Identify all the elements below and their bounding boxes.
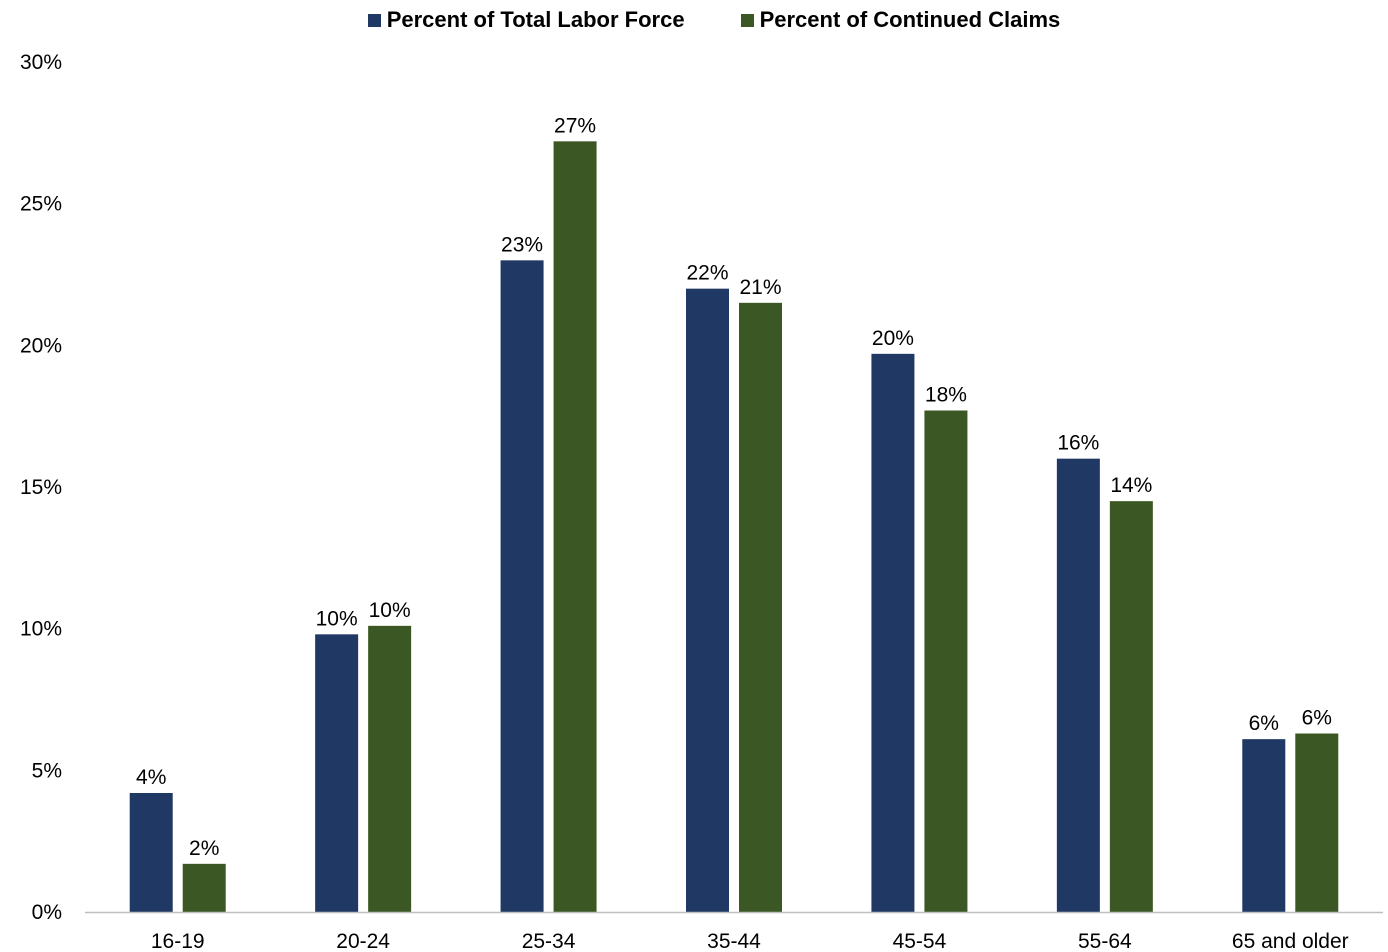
data-labels: 4% 2% 10% 10% 23% 27% 22% 21% 20% 18% 16% 14% 6% 6% <box>136 114 1332 860</box>
data-label: 16% <box>1057 432 1099 455</box>
bar-continued-claims <box>1109 501 1153 912</box>
x-tick-label: 35-44 <box>707 930 761 952</box>
data-label: 21% <box>739 276 781 299</box>
legend-item-labor-force: Percent of Total Labor Force <box>367 7 685 33</box>
y-tick-label: 25% <box>20 193 62 216</box>
legend-label-continued-claims: Percent of Continued Claims <box>759 7 1061 32</box>
data-label: 6% <box>1302 707 1332 730</box>
y-tick-label: 5% <box>32 759 62 782</box>
y-tick-label: 30% <box>20 51 62 74</box>
y-axis: 0% 5% 10% 15% 20% 25% 30% <box>20 51 62 924</box>
bar-continued-claims <box>182 863 226 912</box>
legend: Percent of Total Labor Force Percent of … <box>0 6 1388 34</box>
bar-continued-claims <box>553 141 597 913</box>
legend-swatch-continued-claims <box>740 13 754 27</box>
data-label: 20% <box>872 327 914 350</box>
bar-continued-claims <box>368 625 412 912</box>
data-label: 23% <box>501 233 543 256</box>
y-tick-label: 20% <box>20 334 62 357</box>
y-tick-label: 0% <box>32 901 62 924</box>
data-label: 14% <box>1110 474 1152 497</box>
bar-continued-claims <box>924 410 968 912</box>
legend-label-labor-force: Percent of Total Labor Force <box>386 7 685 32</box>
bar-labor-force <box>871 353 915 912</box>
data-label: 27% <box>554 114 596 137</box>
bar-continued-claims <box>739 302 782 912</box>
x-tick-label: 45-54 <box>893 930 947 952</box>
data-label: 6% <box>1249 712 1279 735</box>
legend-item-continued-claims: Percent of Continued Claims <box>740 7 1061 33</box>
x-tick-label: 20-24 <box>336 930 390 952</box>
legend-swatch-labor-force <box>367 13 381 27</box>
bar-labor-force <box>686 288 729 913</box>
bar-labor-force <box>1056 458 1100 912</box>
data-label: 10% <box>369 599 411 622</box>
data-label: 2% <box>189 837 219 860</box>
data-label: 18% <box>925 384 967 407</box>
bar-labor-force <box>500 260 544 912</box>
bar-labor-force <box>315 634 359 912</box>
y-tick-label: 10% <box>20 618 62 641</box>
bar-labor-force <box>1242 739 1286 912</box>
bars <box>129 141 1339 913</box>
x-tick-label: 65 and older <box>1232 930 1349 952</box>
data-label: 22% <box>686 262 728 285</box>
data-label: 4% <box>136 766 166 789</box>
x-tick-label: 16-19 <box>151 930 205 952</box>
bar-labor-force <box>129 793 173 912</box>
x-tick-label: 55-64 <box>1078 930 1132 952</box>
y-tick-label: 15% <box>20 476 62 499</box>
data-label: 10% <box>316 607 358 630</box>
bar-continued-claims <box>1295 733 1339 912</box>
x-axis: 16-19 20-24 25-34 35-44 45-54 55-64 65 and old… <box>85 911 1383 952</box>
x-tick-label: 25-34 <box>522 930 576 952</box>
